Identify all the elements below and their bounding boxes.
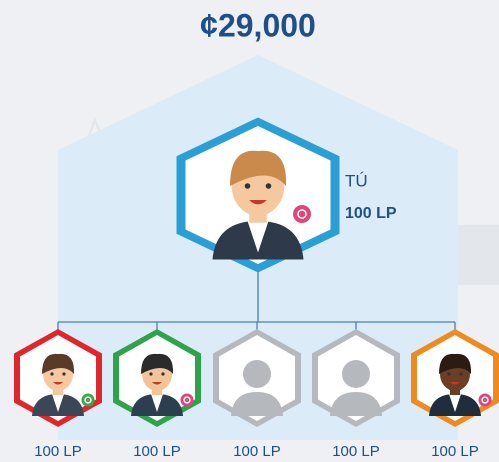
- title: ¢29,000: [200, 7, 316, 43]
- avatar-eye: [149, 372, 152, 375]
- top-label: TÚ: [345, 171, 368, 190]
- avatar-eye: [50, 372, 53, 375]
- avatar-eye: [447, 372, 450, 375]
- avatar-eye: [459, 372, 462, 375]
- avatar-eye: [62, 372, 65, 375]
- silhouette-head: [342, 360, 370, 388]
- badge: [293, 205, 311, 223]
- child-points: 100 LP: [431, 443, 479, 460]
- child-points: 100 LP: [332, 443, 380, 460]
- avatar-eye: [245, 183, 251, 189]
- child-points: 100 LP: [133, 443, 181, 460]
- top-points: 100 LP: [345, 205, 397, 222]
- avatar-eye: [161, 372, 164, 375]
- avatar-eye: [266, 183, 272, 189]
- child-points: 100 LP: [233, 443, 281, 460]
- silhouette-head: [243, 360, 271, 388]
- referral-tree: ¢29,000 TÚ 100 LP 100 LP 100 LP 100 LP 100 …: [0, 0, 499, 462]
- badge: [82, 394, 95, 407]
- child-points: 100 LP: [34, 443, 82, 460]
- decor: [455, 225, 499, 285]
- badge: [181, 394, 194, 407]
- badge: [479, 394, 492, 407]
